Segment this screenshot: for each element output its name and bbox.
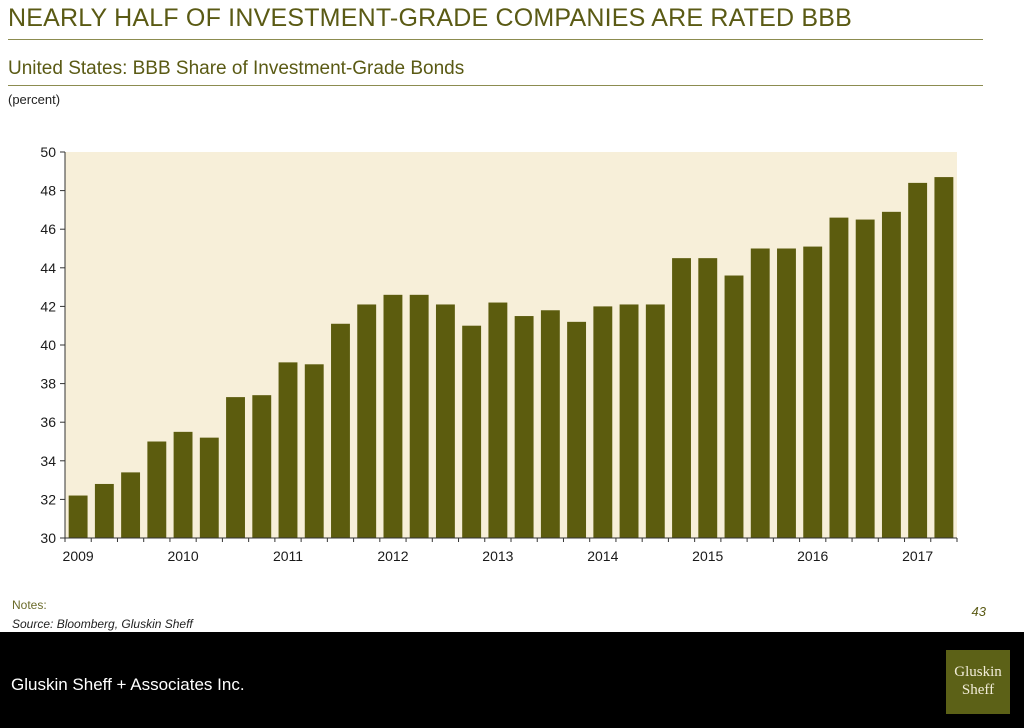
- y-tick-label: 44: [40, 260, 56, 276]
- slide-headline: NEARLY HALF OF INVESTMENT-GRADE COMPANIE…: [8, 4, 853, 32]
- y-tick-label: 32: [40, 491, 56, 507]
- bar: [252, 395, 272, 538]
- bar: [803, 246, 823, 538]
- bar: [488, 302, 508, 538]
- bar: [908, 182, 928, 538]
- plot-background: [65, 152, 957, 538]
- x-tick-label: 2009: [63, 548, 94, 564]
- headline-rule: [8, 39, 983, 40]
- bar: [226, 397, 245, 538]
- bar: [383, 294, 403, 538]
- bar: [357, 304, 377, 538]
- bar: [435, 304, 455, 538]
- bar: [672, 258, 691, 538]
- bar: [619, 304, 639, 538]
- bar: [462, 325, 482, 538]
- bar: [829, 217, 849, 538]
- y-tick-label: 48: [40, 183, 56, 199]
- x-tick-label: 2011: [273, 548, 303, 564]
- y-tick-label: 34: [40, 453, 56, 469]
- bar: [514, 316, 534, 538]
- logo-line-2: Sheff: [961, 682, 995, 698]
- chart-subtitle: United States: BBB Share of Investment-G…: [8, 58, 465, 79]
- x-tick-label: 2010: [167, 548, 198, 564]
- y-tick-label: 38: [40, 376, 56, 392]
- y-tick-label: 50: [40, 144, 56, 160]
- footer-company-name: Gluskin Sheff + Associates Inc.: [11, 675, 245, 694]
- y-tick-label: 42: [40, 298, 56, 314]
- bar-chart: 30 32 34 36 38 40 42 44 46 48 50 2009 2010 2011 2012 20…: [40, 144, 958, 564]
- bar: [750, 248, 770, 538]
- bar: [409, 294, 429, 538]
- x-tick-label: 2015: [692, 548, 723, 564]
- bar: [698, 258, 718, 538]
- bar: [199, 437, 219, 538]
- bar: [331, 323, 350, 538]
- logo-line-1: Gluskin: [954, 664, 1002, 680]
- subtitle-rule: [8, 85, 983, 86]
- x-tick-label: 2016: [797, 548, 828, 564]
- bar: [173, 431, 193, 538]
- x-tick-label: 2013: [482, 548, 513, 564]
- bar: [304, 364, 324, 538]
- bar: [777, 248, 796, 538]
- x-tick-label: 2017: [902, 548, 933, 564]
- footer-bar: Gluskin Sheff + Associates Inc. Gluskin …: [0, 632, 1024, 728]
- source-note: Source: Bloomberg, Gluskin Sheff: [12, 617, 193, 631]
- bar: [645, 304, 665, 538]
- bar: [567, 321, 587, 538]
- bar: [881, 211, 901, 538]
- bars-group: [68, 177, 954, 539]
- y-tick-label: 46: [40, 221, 56, 237]
- y-tick-label: 30: [40, 530, 56, 546]
- bar: [855, 219, 875, 539]
- bar: [540, 310, 560, 538]
- bar: [593, 306, 613, 538]
- bar: [121, 472, 141, 538]
- notes-label: Notes:: [12, 598, 47, 612]
- bar: [147, 441, 167, 538]
- x-tick-label: 2014: [587, 548, 618, 564]
- x-tick-label: 2012: [377, 548, 408, 564]
- bar: [724, 275, 744, 538]
- page-number: 43: [971, 604, 986, 619]
- gluskin-sheff-logo: Gluskin Sheff: [946, 650, 1010, 714]
- y-tick-label: 40: [40, 337, 56, 353]
- bar: [934, 177, 954, 538]
- bar: [278, 362, 298, 538]
- units-label: (percent): [8, 92, 61, 107]
- axes-group: 30 32 34 36 38 40 42 44 46 48 50 2009 2010 2011 2012 20…: [40, 144, 958, 564]
- bar: [68, 495, 88, 538]
- bar: [94, 483, 114, 538]
- y-tick-label: 36: [40, 414, 56, 430]
